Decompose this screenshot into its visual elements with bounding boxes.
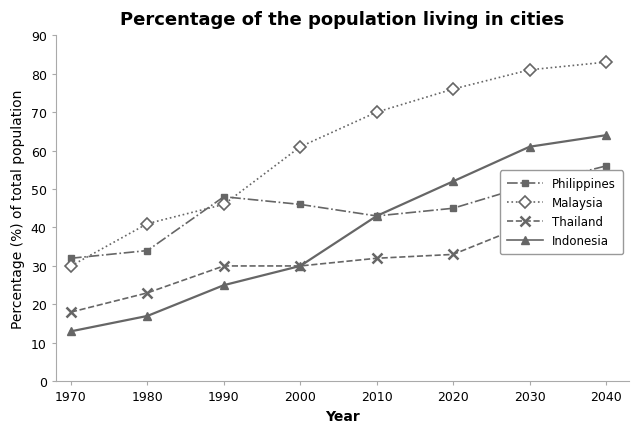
Philippines: [143, 248, 151, 253]
Indonesia: [373, 214, 381, 219]
Thailand: [602, 187, 610, 192]
Line: Indonesia: Indonesia: [67, 132, 610, 336]
Malaysia: [296, 145, 304, 150]
Thailand: [449, 252, 457, 257]
Indonesia: [143, 314, 151, 319]
Indonesia: [220, 283, 228, 288]
Malaysia: [602, 60, 610, 66]
Philippines: [449, 206, 457, 211]
Philippines: [67, 256, 75, 261]
Malaysia: [525, 68, 533, 73]
Line: Thailand: Thailand: [66, 185, 611, 317]
Malaysia: [67, 264, 75, 269]
Thailand: [373, 256, 381, 261]
Philippines: [296, 202, 304, 207]
Malaysia: [373, 110, 381, 115]
Thailand: [220, 264, 228, 269]
Philippines: [525, 183, 533, 188]
Title: Percentage of the population living in cities: Percentage of the population living in c…: [120, 11, 564, 29]
Thailand: [143, 291, 151, 296]
Thailand: [296, 264, 304, 269]
Thailand: [67, 310, 75, 315]
Malaysia: [143, 221, 151, 227]
Philippines: [602, 164, 610, 169]
Indonesia: [525, 145, 533, 150]
Line: Philippines: Philippines: [67, 163, 609, 262]
Indonesia: [296, 264, 304, 269]
Malaysia: [220, 202, 228, 207]
Line: Malaysia: Malaysia: [67, 59, 610, 270]
Indonesia: [449, 179, 457, 184]
Legend: Philippines, Malaysia, Thailand, Indonesia: Philippines, Malaysia, Thailand, Indones…: [500, 171, 623, 255]
Thailand: [525, 221, 533, 227]
Philippines: [373, 214, 381, 219]
Indonesia: [67, 329, 75, 334]
Y-axis label: Percentage (%) of total population: Percentage (%) of total population: [11, 89, 25, 328]
Indonesia: [602, 133, 610, 138]
X-axis label: Year: Year: [325, 409, 360, 423]
Malaysia: [449, 87, 457, 92]
Philippines: [220, 195, 228, 200]
